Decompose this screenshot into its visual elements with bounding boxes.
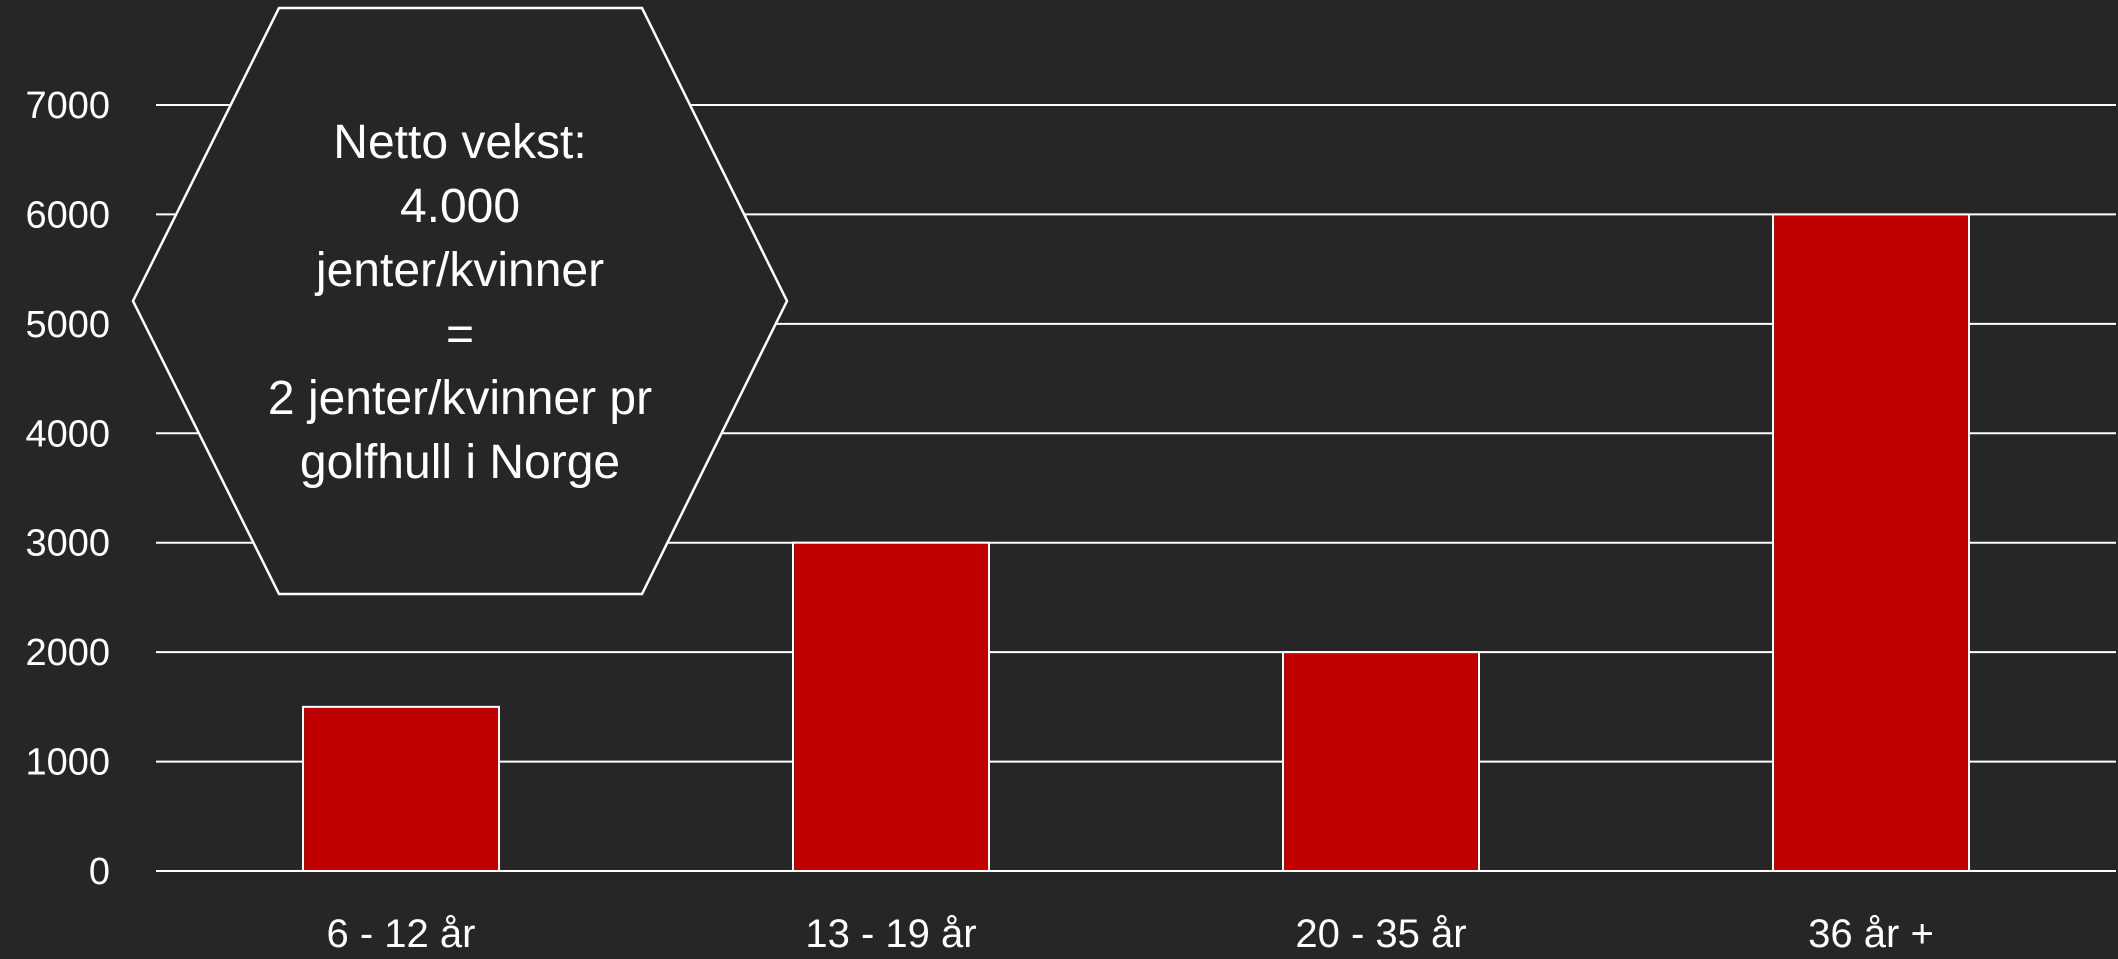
x-category-label-1: 6 - 12 år xyxy=(327,912,476,956)
y-axis-tick-labels: 0 1000 2000 3000 4000 5000 6000 7000 xyxy=(25,85,110,893)
callout-line-3: jenter/kvinner xyxy=(314,244,604,297)
y-tick-label-3000: 3000 xyxy=(25,523,110,565)
x-category-label-3: 20 - 35 år xyxy=(1295,912,1466,956)
callout-line-2: 4.000 xyxy=(400,180,520,233)
bar-2 xyxy=(792,541,990,872)
callout-hexagon: Netto vekst: 4.000 jenter/kvinner = 2 je… xyxy=(131,6,789,596)
y-tick-label-1000: 1000 xyxy=(25,742,110,784)
callout-line-4: = xyxy=(446,308,474,361)
y-tick-label-7000: 7000 xyxy=(25,85,110,127)
y-tick-label-2000: 2000 xyxy=(25,632,110,674)
bar-3 xyxy=(1282,651,1480,873)
y-tick-label-6000: 6000 xyxy=(25,194,110,236)
bar-1 xyxy=(302,705,500,872)
callout-line-5: 2 jenter/kvinner pr xyxy=(268,372,652,425)
bar-4 xyxy=(1772,213,1970,872)
callout-line-1: Netto vekst: xyxy=(333,116,586,169)
x-category-label-4: 36 år + xyxy=(1808,912,1934,956)
x-axis-category-labels: 6 - 12 år 13 - 19 år 20 - 35 år 36 år + xyxy=(327,912,1934,956)
hexagon-shape xyxy=(131,6,789,596)
y-tick-label-5000: 5000 xyxy=(25,304,110,346)
y-tick-label-0: 0 xyxy=(89,851,110,893)
bars xyxy=(302,213,1970,873)
callout-line-6: golfhull i Norge xyxy=(300,436,620,489)
y-tick-label-4000: 4000 xyxy=(25,413,110,455)
x-category-label-2: 13 - 19 år xyxy=(805,912,976,956)
